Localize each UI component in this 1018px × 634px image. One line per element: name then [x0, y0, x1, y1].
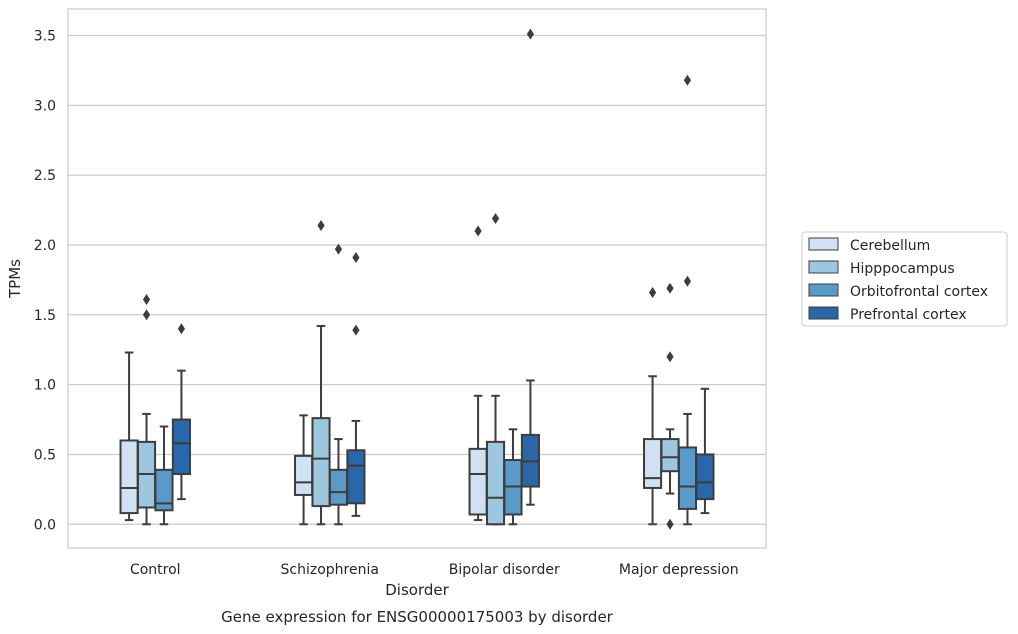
legend-label: Prefrontal cortex: [850, 307, 967, 323]
box-iqr: [485, 440, 506, 526]
box-iqr: [119, 439, 139, 515]
box-group: [311, 219, 331, 526]
outlier-point: [683, 74, 692, 86]
box-iqr: [171, 418, 191, 475]
outlier-point: [177, 323, 186, 335]
outlier-point: [334, 243, 343, 255]
y-tick-label: 2.5: [34, 168, 56, 184]
y-tick-label: 3.5: [34, 29, 56, 45]
box-group: [643, 286, 663, 526]
x-tick-labels: Control Schizophrenia Bipolar disorder Majo…: [130, 562, 739, 578]
box-iqr: [154, 468, 174, 512]
box-group: [695, 387, 715, 515]
legend: Cerebellum Hipppocampus Orbitofrontal cort…: [801, 231, 1008, 327]
box-iqr: [677, 446, 698, 510]
legend-swatch: [808, 306, 839, 320]
box-group: [503, 428, 523, 526]
box-group: [660, 282, 680, 530]
outlier-point: [317, 219, 325, 231]
legend-swatch: [808, 283, 839, 297]
outlier-point: [142, 293, 151, 305]
box-iqr: [695, 453, 715, 501]
y-tick-label: 0.0: [34, 517, 56, 533]
legend-swatch: [808, 260, 839, 274]
box-iqr: [643, 438, 663, 489]
box-group: [294, 414, 314, 526]
outlier-point: [142, 309, 151, 321]
outlier-point: [666, 282, 674, 294]
box-iqr: [468, 447, 488, 516]
box-group: [485, 212, 506, 526]
x-axis-title: Disorder: [385, 581, 449, 599]
outlier-point: [352, 252, 360, 264]
chart-caption: Gene expression for ENSG00000175003 by d…: [221, 608, 614, 626]
box-group: [328, 243, 349, 526]
outlier-point: [666, 518, 674, 530]
box-group: [468, 225, 488, 522]
box-iqr: [311, 417, 331, 508]
legend-swatch: [808, 237, 839, 251]
box-group: [520, 28, 540, 506]
y-tick-label: 1.0: [34, 378, 56, 394]
box-group: [136, 293, 157, 526]
x-tick-label: Bipolar disorder: [449, 562, 560, 578]
outlier-point: [648, 286, 657, 298]
box-iqr: [294, 454, 314, 496]
box-iqr: [660, 438, 680, 473]
y-tick-label: 1.5: [34, 308, 56, 324]
boxes-layer: [119, 28, 715, 530]
y-tick-label: 2.0: [34, 238, 56, 254]
box-group: [677, 74, 698, 526]
outlier-point: [526, 28, 535, 40]
box-group: [119, 351, 139, 522]
outlier-point: [474, 225, 482, 237]
legend-label: Orbitofrontal cortex: [850, 284, 988, 300]
outlier-point: [491, 212, 500, 224]
box-group: [171, 323, 191, 501]
y-tick-label: 0.5: [34, 447, 56, 463]
outlier-point: [666, 351, 674, 363]
box-group: [346, 252, 366, 517]
box-group: [154, 425, 174, 526]
box-iqr: [328, 468, 349, 506]
y-tick-labels: 0.0 0.5 1.0 1.5 2.0 2.5 3.0 3.5: [34, 29, 56, 534]
legend-frame: [801, 231, 1008, 327]
box-iqr: [346, 449, 366, 505]
x-tick-label: Major depression: [619, 562, 739, 578]
legend-label: Cerebellum: [850, 238, 930, 254]
x-tick-label: Schizophrenia: [281, 562, 379, 578]
outlier-point: [683, 275, 692, 287]
plot-frame: [67, 8, 767, 549]
y-tick-label: 3.0: [34, 98, 56, 114]
x-tick-label: Control: [130, 562, 181, 578]
legend-label: Hipppocampus: [850, 261, 955, 277]
y-axis-title: TPMs: [6, 259, 24, 299]
outlier-point: [352, 324, 360, 336]
